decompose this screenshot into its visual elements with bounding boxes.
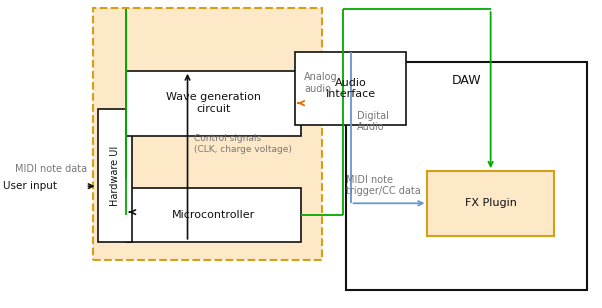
Text: DAW: DAW <box>452 74 482 87</box>
FancyBboxPatch shape <box>98 109 132 242</box>
Text: Microcontroller: Microcontroller <box>172 210 255 220</box>
Text: Digital
Audio: Digital Audio <box>356 111 388 132</box>
Text: Audio
Interface: Audio Interface <box>326 78 376 99</box>
Text: User input: User input <box>3 181 57 191</box>
Text: FX Plugin: FX Plugin <box>465 198 517 208</box>
FancyBboxPatch shape <box>126 71 301 136</box>
FancyBboxPatch shape <box>427 171 554 236</box>
Text: Analog
audio: Analog audio <box>304 72 338 94</box>
Text: MIDI note
trigger/CC data: MIDI note trigger/CC data <box>346 175 421 197</box>
Text: Wave generation
circuit: Wave generation circuit <box>166 92 261 114</box>
Text: MIDI note data: MIDI note data <box>15 164 87 174</box>
Text: Hardware UI: Hardware UI <box>110 145 120 206</box>
FancyBboxPatch shape <box>295 52 406 125</box>
FancyBboxPatch shape <box>93 8 322 260</box>
FancyBboxPatch shape <box>346 62 587 290</box>
Text: Control signals
(CLK, charge voltage): Control signals (CLK, charge voltage) <box>194 134 291 154</box>
FancyBboxPatch shape <box>126 188 301 242</box>
